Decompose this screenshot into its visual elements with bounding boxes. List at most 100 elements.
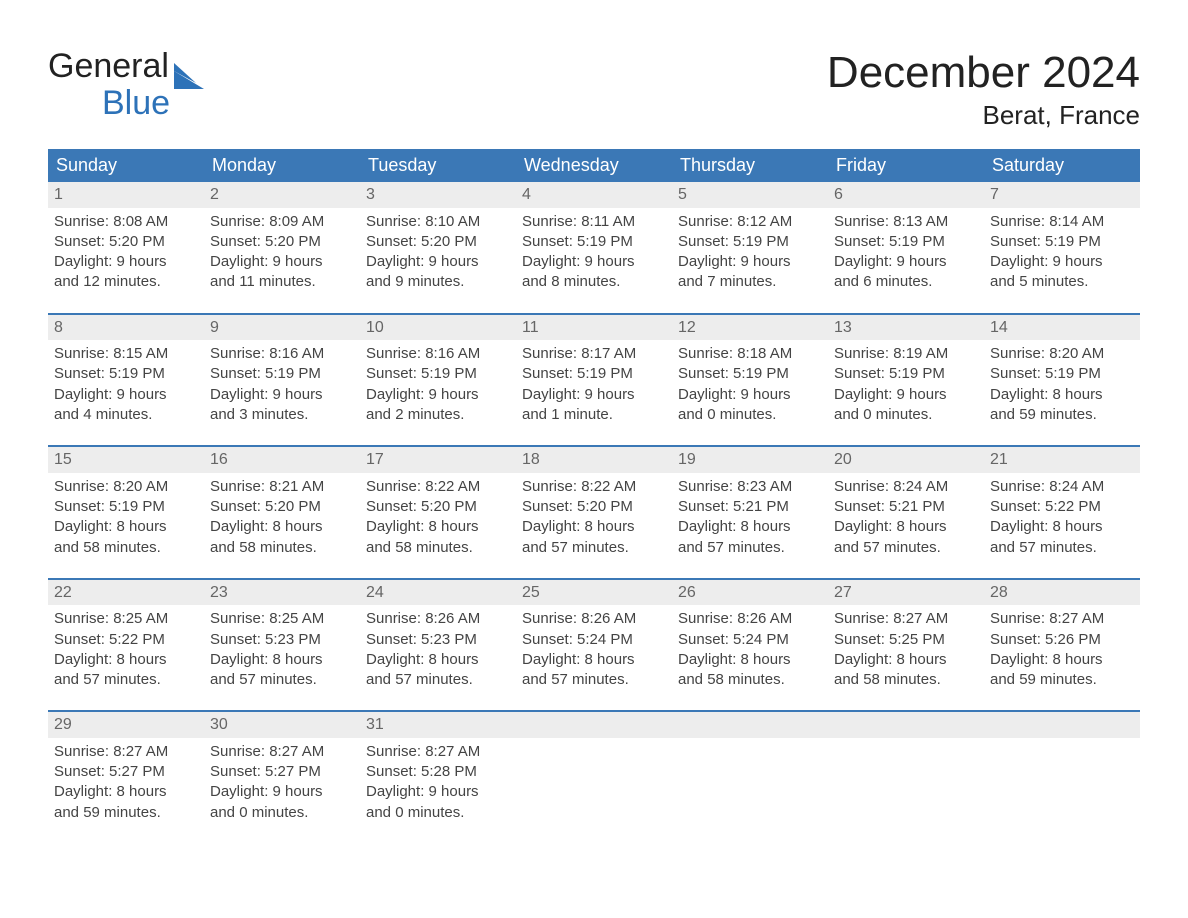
sunrise-text: Sunrise: 8:15 AM (54, 344, 198, 364)
daylight-text: Daylight: 9 hours (54, 252, 198, 272)
sunset-text: Sunset: 5:23 PM (210, 630, 354, 650)
day-number: 4 (516, 182, 672, 208)
daylight-text: and 5 minutes. (990, 272, 1134, 292)
sunrise-text: Sunrise: 8:27 AM (54, 742, 198, 762)
day-number: 5 (672, 182, 828, 208)
day-number: 14 (984, 315, 1140, 341)
daylight-text: and 57 minutes. (834, 538, 978, 558)
daylight-text: and 11 minutes. (210, 272, 354, 292)
week-row: 8Sunrise: 8:15 AMSunset: 5:19 PMDaylight… (48, 313, 1140, 446)
daylight-text: and 58 minutes. (834, 670, 978, 690)
daylight-text: Daylight: 8 hours (366, 650, 510, 670)
sunset-text: Sunset: 5:21 PM (834, 497, 978, 517)
day-number (984, 712, 1140, 738)
daylight-text: and 57 minutes. (990, 538, 1134, 558)
dow-cell: Saturday (984, 149, 1140, 182)
sunrise-text: Sunrise: 8:26 AM (522, 609, 666, 629)
sunrise-text: Sunrise: 8:09 AM (210, 212, 354, 232)
brand-text-1: General (48, 47, 169, 85)
day-cell: 5Sunrise: 8:12 AMSunset: 5:19 PMDaylight… (672, 182, 828, 313)
day-cell: 17Sunrise: 8:22 AMSunset: 5:20 PMDayligh… (360, 447, 516, 578)
sunrise-text: Sunrise: 8:22 AM (522, 477, 666, 497)
week-row: 1Sunrise: 8:08 AMSunset: 5:20 PMDaylight… (48, 182, 1140, 313)
sunrise-text: Sunrise: 8:25 AM (210, 609, 354, 629)
day-number: 30 (204, 712, 360, 738)
daylight-text: and 2 minutes. (366, 405, 510, 425)
day-cell: 22Sunrise: 8:25 AMSunset: 5:22 PMDayligh… (48, 580, 204, 711)
sunset-text: Sunset: 5:24 PM (678, 630, 822, 650)
day-number: 2 (204, 182, 360, 208)
day-cell (828, 712, 984, 843)
sunset-text: Sunset: 5:19 PM (990, 364, 1134, 384)
day-number: 28 (984, 580, 1140, 606)
sunrise-text: Sunrise: 8:18 AM (678, 344, 822, 364)
sunset-text: Sunset: 5:19 PM (990, 232, 1134, 252)
daylight-text: and 6 minutes. (834, 272, 978, 292)
sunrise-text: Sunrise: 8:21 AM (210, 477, 354, 497)
day-number: 25 (516, 580, 672, 606)
daylight-text: Daylight: 9 hours (210, 385, 354, 405)
day-number: 17 (360, 447, 516, 473)
day-cell: 12Sunrise: 8:18 AMSunset: 5:19 PMDayligh… (672, 315, 828, 446)
daylight-text: Daylight: 8 hours (990, 517, 1134, 537)
week-row: 22Sunrise: 8:25 AMSunset: 5:22 PMDayligh… (48, 578, 1140, 711)
sunset-text: Sunset: 5:19 PM (366, 364, 510, 384)
day-cell: 27Sunrise: 8:27 AMSunset: 5:25 PMDayligh… (828, 580, 984, 711)
sunset-text: Sunset: 5:24 PM (522, 630, 666, 650)
dow-cell: Tuesday (360, 149, 516, 182)
sunset-text: Sunset: 5:19 PM (678, 232, 822, 252)
dow-cell: Thursday (672, 149, 828, 182)
sunrise-text: Sunrise: 8:27 AM (210, 742, 354, 762)
day-cell (984, 712, 1140, 843)
day-number: 31 (360, 712, 516, 738)
dow-cell: Monday (204, 149, 360, 182)
brand-logo: General Blue (48, 48, 204, 123)
sunset-text: Sunset: 5:22 PM (54, 630, 198, 650)
sunset-text: Sunset: 5:27 PM (210, 762, 354, 782)
day-cell: 6Sunrise: 8:13 AMSunset: 5:19 PMDaylight… (828, 182, 984, 313)
day-cell: 10Sunrise: 8:16 AMSunset: 5:19 PMDayligh… (360, 315, 516, 446)
daylight-text: Daylight: 9 hours (678, 385, 822, 405)
day-cell: 14Sunrise: 8:20 AMSunset: 5:19 PMDayligh… (984, 315, 1140, 446)
day-cell: 13Sunrise: 8:19 AMSunset: 5:19 PMDayligh… (828, 315, 984, 446)
sunrise-text: Sunrise: 8:08 AM (54, 212, 198, 232)
daylight-text: Daylight: 9 hours (210, 252, 354, 272)
day-number: 10 (360, 315, 516, 341)
page-title: December 2024 (827, 48, 1140, 98)
daylight-text: Daylight: 8 hours (522, 650, 666, 670)
daylight-text: and 58 minutes. (678, 670, 822, 690)
sunset-text: Sunset: 5:19 PM (522, 364, 666, 384)
day-number: 23 (204, 580, 360, 606)
daylight-text: and 0 minutes. (210, 803, 354, 823)
sunset-text: Sunset: 5:19 PM (678, 364, 822, 384)
daylight-text: Daylight: 9 hours (54, 385, 198, 405)
sunrise-text: Sunrise: 8:19 AM (834, 344, 978, 364)
daylight-text: and 59 minutes. (990, 405, 1134, 425)
day-number: 22 (48, 580, 204, 606)
sunrise-text: Sunrise: 8:27 AM (366, 742, 510, 762)
title-block: December 2024 Berat, France (827, 48, 1140, 141)
day-cell: 21Sunrise: 8:24 AMSunset: 5:22 PMDayligh… (984, 447, 1140, 578)
day-number: 24 (360, 580, 516, 606)
day-number: 27 (828, 580, 984, 606)
daylight-text: and 1 minute. (522, 405, 666, 425)
sunrise-text: Sunrise: 8:25 AM (54, 609, 198, 629)
daylight-text: and 8 minutes. (522, 272, 666, 292)
dow-cell: Friday (828, 149, 984, 182)
day-cell: 19Sunrise: 8:23 AMSunset: 5:21 PMDayligh… (672, 447, 828, 578)
day-cell: 7Sunrise: 8:14 AMSunset: 5:19 PMDaylight… (984, 182, 1140, 313)
daylight-text: and 3 minutes. (210, 405, 354, 425)
day-cell: 9Sunrise: 8:16 AMSunset: 5:19 PMDaylight… (204, 315, 360, 446)
daylight-text: and 57 minutes. (522, 670, 666, 690)
sunset-text: Sunset: 5:19 PM (54, 364, 198, 384)
sunrise-text: Sunrise: 8:17 AM (522, 344, 666, 364)
sunset-text: Sunset: 5:20 PM (522, 497, 666, 517)
day-number: 9 (204, 315, 360, 341)
day-cell: 18Sunrise: 8:22 AMSunset: 5:20 PMDayligh… (516, 447, 672, 578)
daylight-text: and 57 minutes. (210, 670, 354, 690)
week-row: 29Sunrise: 8:27 AMSunset: 5:27 PMDayligh… (48, 710, 1140, 843)
daylight-text: and 58 minutes. (366, 538, 510, 558)
daylight-text: Daylight: 9 hours (990, 252, 1134, 272)
day-cell: 26Sunrise: 8:26 AMSunset: 5:24 PMDayligh… (672, 580, 828, 711)
sunrise-text: Sunrise: 8:13 AM (834, 212, 978, 232)
